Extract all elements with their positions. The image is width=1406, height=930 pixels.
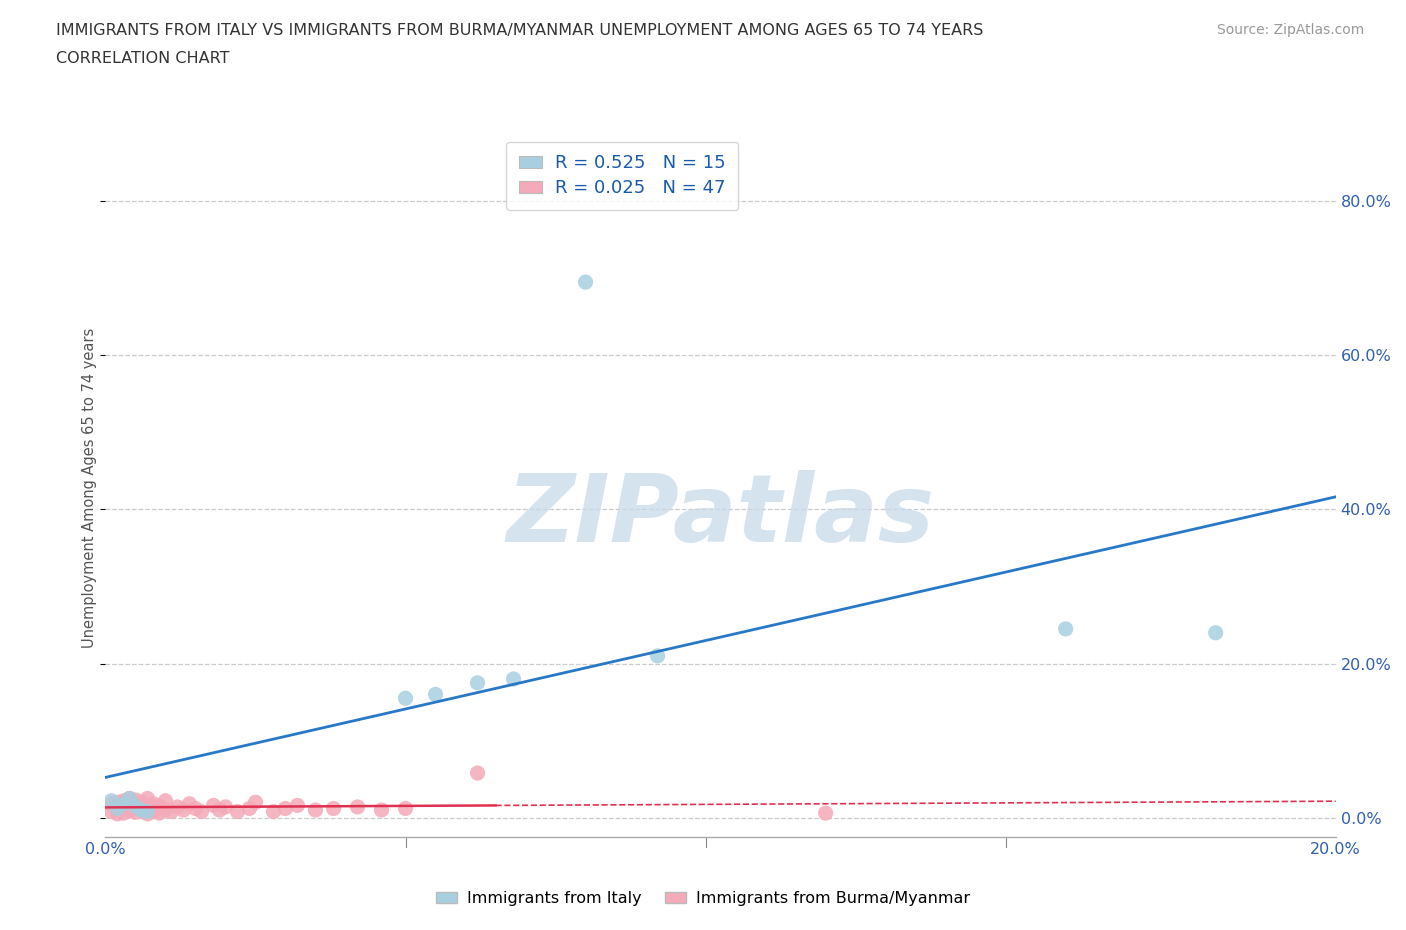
Point — [136, 801, 159, 816]
Point — [425, 687, 447, 702]
Point — [304, 803, 326, 817]
Point — [346, 800, 368, 815]
Point — [148, 799, 170, 814]
Text: Source: ZipAtlas.com: Source: ZipAtlas.com — [1216, 23, 1364, 37]
Point — [322, 801, 344, 816]
Point — [179, 796, 201, 811]
Point — [370, 803, 392, 817]
Point — [190, 804, 212, 819]
Point — [124, 799, 146, 814]
Point — [467, 675, 489, 690]
Point — [112, 796, 135, 811]
Point — [202, 798, 225, 813]
Point — [160, 804, 183, 819]
Point — [107, 795, 129, 810]
Point — [245, 795, 267, 810]
Point — [107, 801, 129, 816]
Text: ZIPatlas: ZIPatlas — [506, 471, 935, 562]
Point — [214, 800, 236, 815]
Point — [118, 791, 141, 806]
Point — [100, 804, 122, 819]
Point — [263, 804, 285, 819]
Point — [112, 800, 135, 815]
Point — [124, 804, 146, 819]
Point — [107, 806, 129, 821]
Point — [814, 805, 837, 820]
Point — [131, 803, 153, 817]
Point — [142, 804, 165, 819]
Point — [467, 765, 489, 780]
Point — [118, 804, 141, 818]
Text: CORRELATION CHART: CORRELATION CHART — [56, 51, 229, 66]
Point — [118, 791, 141, 806]
Point — [131, 795, 153, 810]
Text: IMMIGRANTS FROM ITALY VS IMMIGRANTS FROM BURMA/MYANMAR UNEMPLOYMENT AMONG AGES 6: IMMIGRANTS FROM ITALY VS IMMIGRANTS FROM… — [56, 23, 984, 38]
Point — [142, 796, 165, 811]
Point — [1054, 621, 1077, 636]
Point — [136, 804, 159, 819]
Point — [226, 804, 249, 819]
Point — [136, 791, 159, 806]
Point — [647, 648, 669, 663]
Point — [124, 799, 146, 814]
Point — [155, 803, 177, 817]
Point — [112, 793, 135, 808]
Point — [208, 803, 231, 817]
Point — [131, 803, 153, 817]
Point — [502, 671, 524, 686]
Point — [274, 801, 297, 816]
Point — [394, 691, 416, 706]
Point — [107, 801, 129, 816]
Point — [574, 274, 596, 289]
Point — [184, 801, 207, 816]
Point — [172, 803, 194, 817]
Point — [136, 806, 159, 821]
Point — [124, 792, 146, 807]
Point — [155, 793, 177, 808]
Point — [118, 796, 141, 811]
Point — [148, 805, 170, 820]
Point — [287, 798, 309, 813]
Point — [1205, 625, 1227, 640]
Point — [100, 796, 122, 811]
Y-axis label: Unemployment Among Ages 65 to 74 years: Unemployment Among Ages 65 to 74 years — [82, 328, 97, 648]
Point — [166, 800, 188, 815]
Legend: R = 0.525   N = 15, R = 0.025   N = 47: R = 0.525 N = 15, R = 0.025 N = 47 — [506, 141, 738, 210]
Point — [394, 801, 416, 816]
Point — [100, 793, 122, 808]
Point — [112, 805, 135, 820]
Legend: Immigrants from Italy, Immigrants from Burma/Myanmar: Immigrants from Italy, Immigrants from B… — [430, 885, 976, 912]
Point — [238, 801, 260, 816]
